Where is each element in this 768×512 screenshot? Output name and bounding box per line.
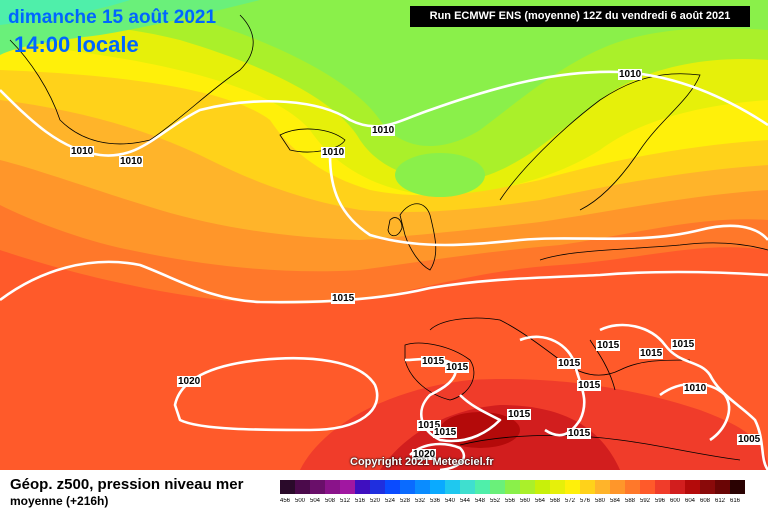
color-swatch — [295, 480, 310, 494]
scale-tick: 532 — [415, 498, 426, 504]
scale-tick: 544 — [460, 498, 471, 504]
isobar-label: 1015 — [596, 340, 621, 351]
scale-tick: 516 — [355, 498, 366, 504]
isobar-label: 1005 — [737, 434, 762, 445]
isobar-label: 1010 — [321, 147, 346, 158]
color-swatch — [475, 480, 490, 494]
run-info: Run ECMWF ENS (moyenne) 12Z du vendredi … — [410, 6, 750, 27]
color-swatch — [595, 480, 610, 494]
band-green — [0, 0, 768, 147]
scale-tick: 616 — [730, 498, 741, 504]
color-swatch — [325, 480, 340, 494]
scale-tick: 612 — [715, 498, 726, 504]
isobar-label: 1010 — [371, 125, 396, 136]
color-swatch — [280, 480, 295, 494]
isobar-label: 1015 — [421, 356, 446, 367]
isobar-label: 1015 — [507, 409, 532, 420]
scale-tick: 504 — [310, 498, 321, 504]
color-swatch — [340, 480, 355, 494]
legend-bar: Géop. z500, pression niveau mer moyenne … — [0, 470, 768, 512]
scale-tick: 608 — [700, 498, 711, 504]
forecast-time: 14:00 locale — [14, 32, 139, 57]
color-swatch — [715, 480, 730, 494]
scale-tick: 512 — [340, 498, 351, 504]
scale-tick: 552 — [490, 498, 501, 504]
color-swatch — [535, 480, 550, 494]
color-swatch — [685, 480, 700, 494]
band-cyan — [0, 0, 130, 25]
color-swatch — [520, 480, 535, 494]
forecast-map — [0, 0, 768, 470]
coastlines — [9, 14, 768, 461]
isobar-label: 1010 — [119, 156, 144, 167]
scale-tick: 580 — [595, 498, 606, 504]
color-swatch — [355, 480, 370, 494]
isobar-label: 1015 — [557, 358, 582, 369]
scale-tick: 592 — [640, 498, 651, 504]
isobar-label: 1010 — [618, 69, 643, 80]
scale-tick: 564 — [535, 498, 546, 504]
color-swatch — [385, 480, 400, 494]
scale-tick: 500 — [295, 498, 306, 504]
copyright: Copyright 2021 Meteociel.fr — [350, 456, 494, 468]
color-swatch — [460, 480, 475, 494]
scale-tick: 572 — [565, 498, 576, 504]
color-swatch — [310, 480, 325, 494]
scale-tick: 528 — [400, 498, 411, 504]
scale-tick: 584 — [610, 498, 621, 504]
color-swatch — [565, 480, 580, 494]
isobar-label: 1015 — [331, 293, 356, 304]
color-scale-ticks: 456 500 504 508 512 516 520 524 528 532 536 540 544 5… — [280, 498, 745, 504]
color-swatch — [730, 480, 745, 494]
isobar-label: 1015 — [671, 339, 696, 350]
color-swatch — [400, 480, 415, 494]
isobars — [0, 70, 768, 470]
isobar-label: 1020 — [177, 376, 202, 387]
scale-tick: 600 — [670, 498, 681, 504]
scale-tick: 456 — [280, 498, 291, 504]
color-swatch — [550, 480, 565, 494]
scale-tick: 556 — [505, 498, 516, 504]
isobar-label: 1020 — [412, 449, 437, 460]
forecast-date: dimanche 15 août 2021 — [8, 7, 217, 28]
color-swatch — [610, 480, 625, 494]
isobar-label: 1015 — [567, 428, 592, 439]
isobar-label: 1010 — [70, 146, 95, 157]
color-swatch — [430, 480, 445, 494]
scale-tick: 536 — [430, 498, 441, 504]
color-swatch — [640, 480, 655, 494]
isobar-label: 1015 — [417, 420, 442, 431]
scale-tick: 568 — [550, 498, 561, 504]
color-swatch — [490, 480, 505, 494]
isobar-label: 1015 — [577, 380, 602, 391]
color-scale — [280, 480, 745, 494]
isobar-label: 1015 — [445, 362, 470, 373]
scale-tick: 588 — [625, 498, 636, 504]
scale-tick: 540 — [445, 498, 456, 504]
isobar-label: 1010 — [683, 383, 708, 394]
scale-tick: 576 — [580, 498, 591, 504]
map-canvas — [0, 0, 768, 470]
legend-title: Géop. z500, pression niveau mer — [10, 476, 244, 493]
color-swatch — [655, 480, 670, 494]
band-green-cell — [395, 153, 485, 197]
color-swatch — [370, 480, 385, 494]
color-swatch — [625, 480, 640, 494]
scale-tick: 560 — [520, 498, 531, 504]
color-swatch — [445, 480, 460, 494]
scale-tick: 548 — [475, 498, 486, 504]
color-swatch — [580, 480, 595, 494]
color-swatch — [700, 480, 715, 494]
scale-tick: 524 — [385, 498, 396, 504]
color-swatch — [670, 480, 685, 494]
isobar-label: 1015 — [639, 348, 664, 359]
scale-tick: 596 — [655, 498, 666, 504]
scale-tick: 520 — [370, 498, 381, 504]
legend-subtitle: moyenne (+216h) — [10, 494, 109, 508]
isobar-label: 1015 — [433, 427, 458, 438]
color-swatch — [415, 480, 430, 494]
color-swatch — [505, 480, 520, 494]
scale-tick: 508 — [325, 498, 336, 504]
scale-tick: 604 — [685, 498, 696, 504]
